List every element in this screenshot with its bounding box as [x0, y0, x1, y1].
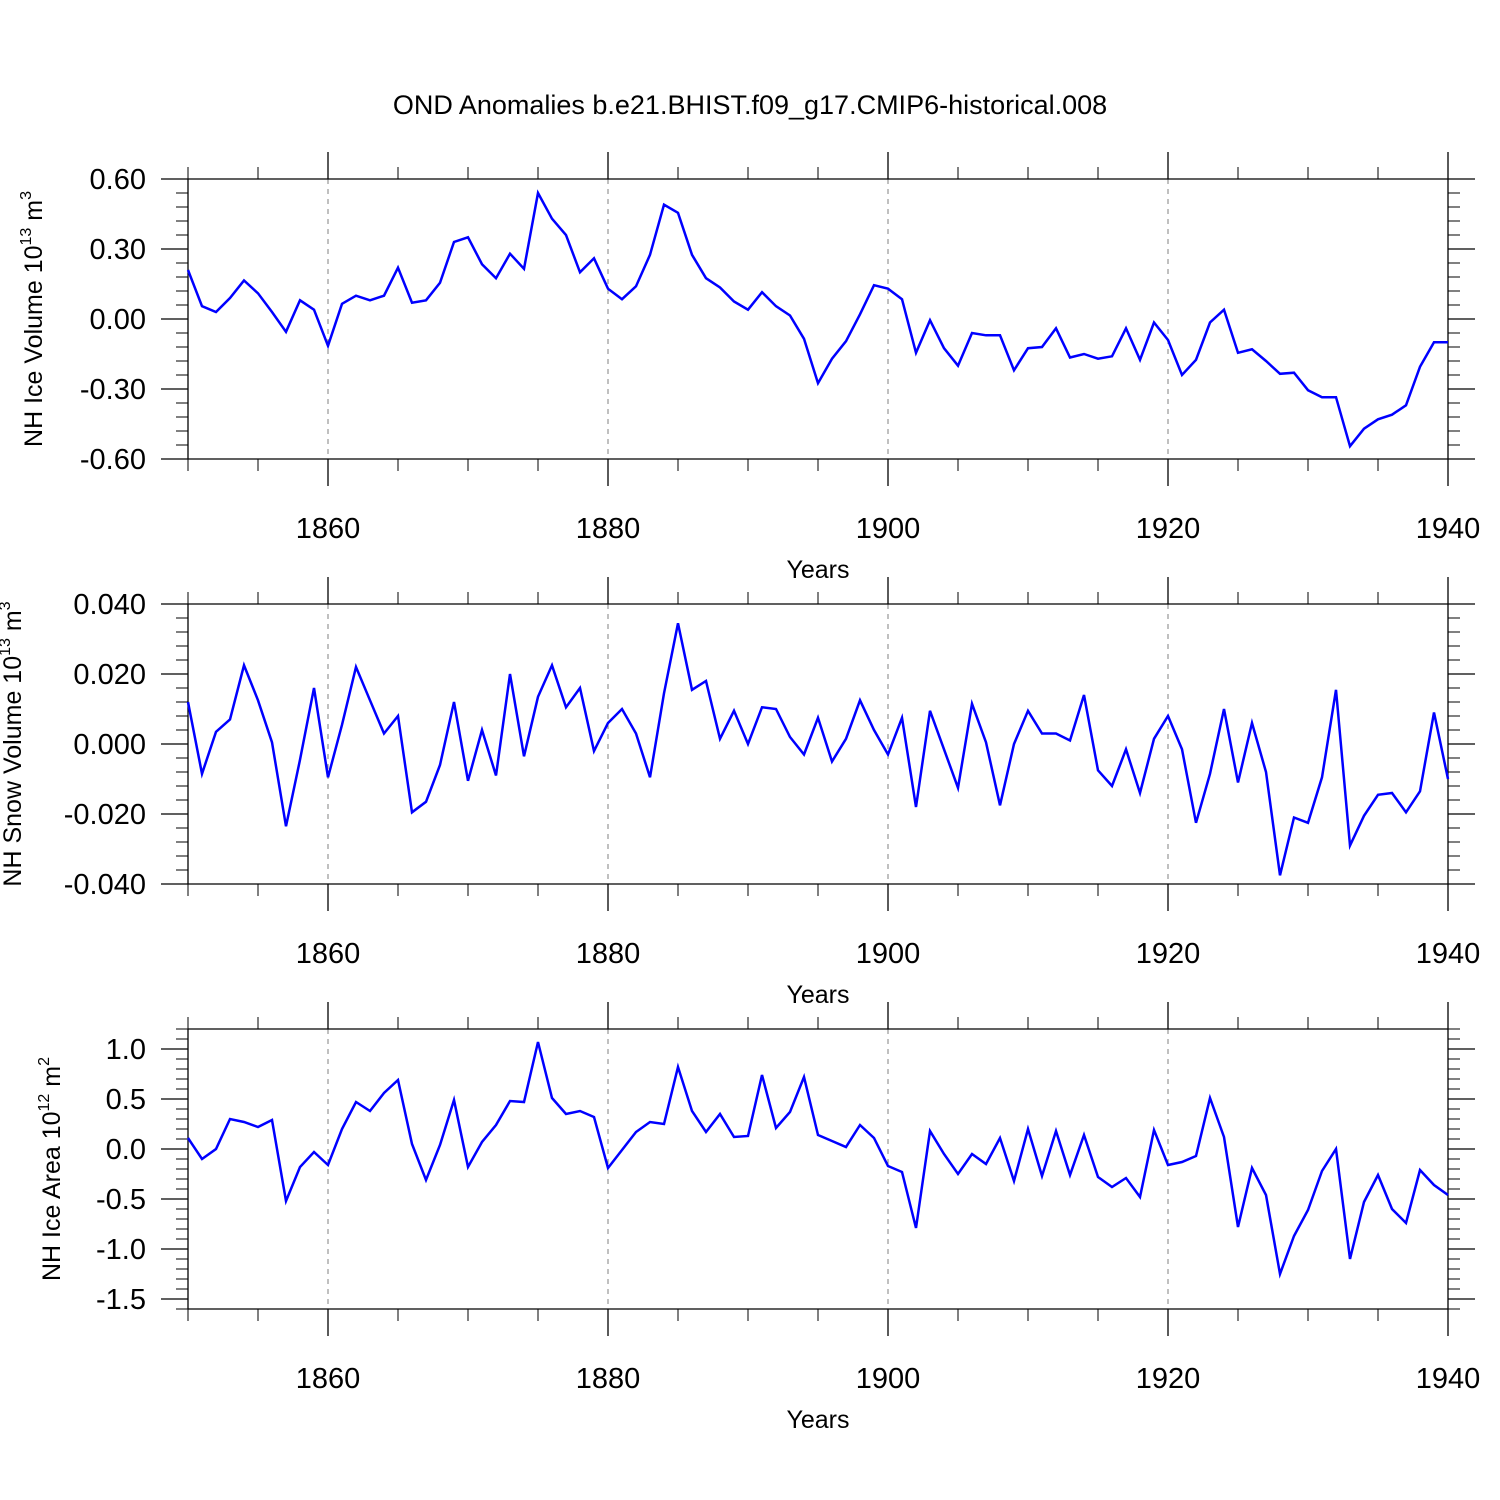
x-tick-label: 1940 [1416, 513, 1481, 545]
series-line [186, 189, 1448, 449]
y-axis-title-ylabel-unit-exp: 3 [18, 191, 35, 200]
y-axis-title-ylabel-unit: m [0, 610, 27, 638]
y-axis-title-ylabel-unit: m [20, 200, 48, 228]
y-tick-label: -0.5 [96, 1184, 146, 1216]
y-axis-title-ylabel-unit-exp: 2 [36, 1057, 53, 1066]
y-tick-label: 1.0 [106, 1034, 146, 1066]
chart-title: OND Anomalies b.e21.BHIST.f09_g17.CMIP6-… [393, 90, 1107, 120]
y-tick-label: -0.020 [64, 799, 146, 831]
x-tick-label: 1920 [1136, 513, 1201, 545]
chart-panel-1: 0.60 0.30 0.00 -0.30 -0.60 1860 1880 1900 1920 19… [18, 152, 1480, 584]
y-axis-title: NH Ice Area 1012 m2 [36, 1057, 66, 1281]
y-axis-title-ylabel-unit: m [38, 1066, 66, 1094]
y-tick-label: 0.0 [106, 1134, 146, 1166]
series-line [186, 1041, 1449, 1279]
series-line [186, 623, 1450, 876]
y-axis-title-ylabel: NH Ice Volume 10 [20, 245, 48, 447]
x-axis-title: Years [786, 556, 849, 584]
x-tick-label: 1900 [856, 938, 921, 970]
y-axis-title: NH Snow Volume 1013 m3 [0, 601, 27, 886]
y-axis-title-ylabel-exp: 13 [0, 638, 14, 656]
x-tick-label: 1920 [1136, 938, 1201, 970]
y-tick-label: -0.040 [64, 869, 146, 901]
chart-panel-3: 1.0 0.5 0.0 -0.5 -1.0 -1.5 1860 1880 1900 1920 194… [36, 1002, 1480, 1434]
x-tick-label: 1920 [1136, 1363, 1201, 1395]
x-tick-label: 1880 [576, 1363, 641, 1395]
y-tick-label: -1.0 [96, 1234, 146, 1266]
x-tick-label: 1940 [1416, 938, 1481, 970]
x-tick-label: 1860 [296, 938, 361, 970]
x-axis-title: Years [786, 1406, 849, 1434]
x-tick-label: 1880 [576, 938, 641, 970]
chart-panel-2: 0.040 0.020 0.000 -0.020 -0.040 1860 1880 1900 1… [0, 577, 1480, 1009]
y-tick-label: 0.040 [73, 589, 146, 621]
y-tick-label: -0.60 [80, 444, 146, 476]
y-tick-label: 0.30 [90, 234, 146, 266]
y-axis-title-ylabel-exp: 12 [36, 1094, 53, 1112]
x-tick-label: 1860 [296, 1363, 361, 1395]
y-axis-title-ylabel: NH Snow Volume 10 [0, 656, 27, 887]
chart-panels: 0.60 0.30 0.00 -0.30 -0.60 1860 1880 1900 1920 19… [0, 152, 1480, 1434]
y-tick-label: -0.30 [80, 374, 146, 406]
x-tick-label: 1860 [296, 513, 361, 545]
y-tick-label: 0.5 [106, 1084, 146, 1116]
y-tick-label: 0.00 [90, 304, 146, 336]
x-tick-label: 1880 [576, 513, 641, 545]
y-axis-title-ylabel-exp: 13 [18, 228, 35, 246]
x-axis-title: Years [786, 981, 849, 1009]
x-tick-label: 1900 [856, 513, 921, 545]
y-axis-title: NH Ice Volume 1013 m3 [18, 191, 48, 447]
y-axis-title-ylabel: NH Ice Area 10 [38, 1111, 66, 1281]
x-tick-label: 1900 [856, 1363, 921, 1395]
y-tick-label: -1.5 [96, 1284, 146, 1316]
y-tick-label: 0.020 [73, 659, 146, 691]
y-axis-title-ylabel-unit-exp: 3 [0, 601, 14, 610]
x-tick-label: 1940 [1416, 1363, 1481, 1395]
y-tick-label: 0.60 [90, 164, 146, 196]
y-tick-label: 0.000 [73, 729, 146, 761]
